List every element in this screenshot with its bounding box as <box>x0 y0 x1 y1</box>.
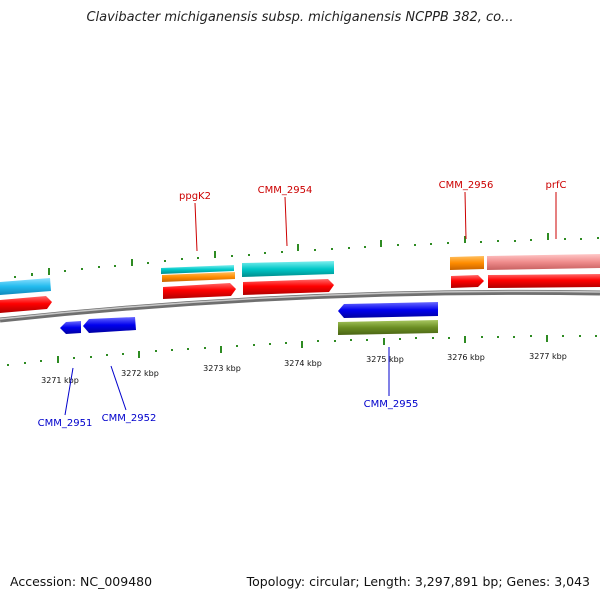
gene-label-CMM_2955[interactable]: CMM_2955 <box>364 399 419 410</box>
scale-label-3275: 3275 kbp <box>366 355 404 364</box>
gene-sky-left[interactable] <box>0 278 51 295</box>
reverse-tick-ring <box>7 335 597 366</box>
gene-orange-cmm2956[interactable] <box>450 256 484 270</box>
gene-label-ppgK2[interactable]: ppgK2 <box>179 191 211 202</box>
scale-label-3271: 3271 kbp <box>41 376 79 385</box>
scale-label-3273: 3273 kbp <box>203 364 241 373</box>
gene-orange-ppgk2[interactable] <box>162 272 235 282</box>
gene-red-cmm2954[interactable] <box>243 279 334 295</box>
gene-cyan-cmm2954[interactable] <box>242 261 334 277</box>
accession-text: Accession: NC_009480 <box>10 574 153 589</box>
genome-summary-text: Topology: circular; Length: 3,297,891 bp… <box>246 574 590 589</box>
gene-label-CMM_2952[interactable]: CMM_2952 <box>102 413 157 424</box>
gene-label-CMM_2956[interactable]: CMM_2956 <box>439 180 494 191</box>
scale-label-3277: 3277 kbp <box>529 352 567 361</box>
genome-backbone <box>0 289 600 323</box>
gene-red-cmm2956[interactable] <box>451 275 484 288</box>
gene-red-prfc[interactable] <box>488 274 600 288</box>
gene-red-left[interactable] <box>0 296 52 313</box>
gene-olive-cmm2955[interactable] <box>338 320 438 335</box>
gene-blue-cmm2951[interactable] <box>60 321 81 334</box>
gene-red-ppgk2[interactable] <box>163 283 236 299</box>
genome-backbone-highlight <box>0 290 600 320</box>
forward-tick-ring <box>14 233 599 278</box>
scale-label-3272: 3272 kbp <box>121 369 159 378</box>
gene-label-CMM_2954[interactable]: CMM_2954 <box>258 185 313 196</box>
gene-blue-cmm2955[interactable] <box>338 302 438 318</box>
gene-blue-cmm2952[interactable] <box>83 317 136 333</box>
gene-cyan-ppgk2-top[interactable] <box>161 265 234 274</box>
scale-label-3274: 3274 kbp <box>284 359 322 368</box>
genome-title: Clavibacter michiganensis subsp. michiga… <box>86 10 514 25</box>
scale-label-3276: 3276 kbp <box>447 353 485 362</box>
gene-pink-prfc[interactable] <box>487 254 600 270</box>
gene-label-prfC[interactable]: prfC <box>546 180 567 191</box>
gene-label-CMM_2951[interactable]: CMM_2951 <box>38 418 93 429</box>
